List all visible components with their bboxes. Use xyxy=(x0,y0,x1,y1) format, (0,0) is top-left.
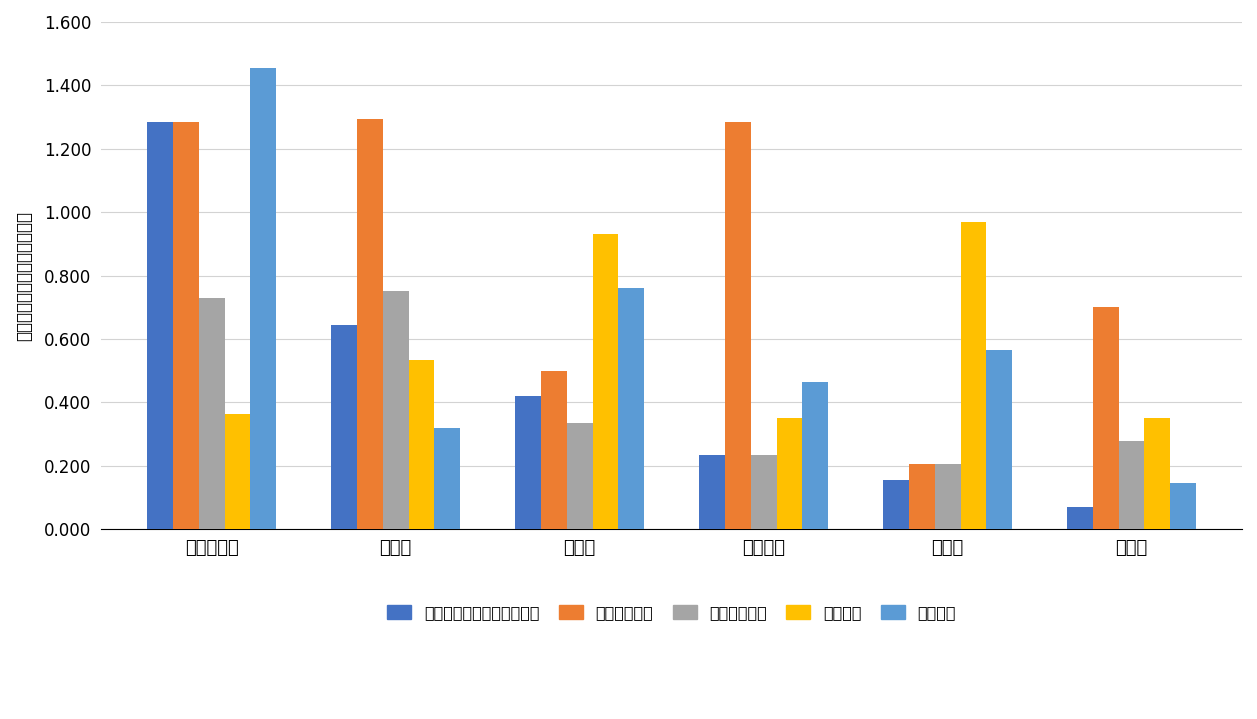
Bar xyxy=(802,382,828,529)
Legend: エヌ・ティ・ティ・データ, 本田技研工業, トヨタ自動車, 三菱電機, 日本電気: エヌ・ティ・ティ・データ, 本田技研工業, トヨタ自動車, 三菱電機, 日本電気 xyxy=(381,598,962,626)
Bar xyxy=(592,234,618,529)
Bar xyxy=(225,413,250,529)
Bar xyxy=(960,221,987,529)
Bar xyxy=(383,291,409,529)
Bar xyxy=(173,122,199,529)
Bar xyxy=(1119,441,1144,529)
Bar xyxy=(699,455,725,529)
Bar xyxy=(909,464,935,529)
Bar xyxy=(725,122,750,529)
Bar xyxy=(435,428,460,529)
Y-axis label: 卒業生数に対する割合（％）: 卒業生数に対する割合（％） xyxy=(15,211,33,341)
Bar xyxy=(357,119,383,529)
Bar xyxy=(515,396,541,529)
Bar xyxy=(199,298,225,529)
Bar xyxy=(1144,418,1170,529)
Bar xyxy=(750,455,777,529)
Bar xyxy=(777,418,802,529)
Bar xyxy=(250,68,277,529)
Bar xyxy=(935,464,960,529)
Bar xyxy=(409,360,435,529)
Bar xyxy=(884,480,909,529)
Bar xyxy=(567,423,592,529)
Bar xyxy=(332,325,357,529)
Bar xyxy=(1067,507,1094,529)
Bar xyxy=(618,288,644,529)
Bar xyxy=(987,350,1012,529)
Bar xyxy=(1170,483,1195,529)
Bar xyxy=(1094,307,1119,529)
Bar xyxy=(147,122,173,529)
Bar xyxy=(541,371,567,529)
